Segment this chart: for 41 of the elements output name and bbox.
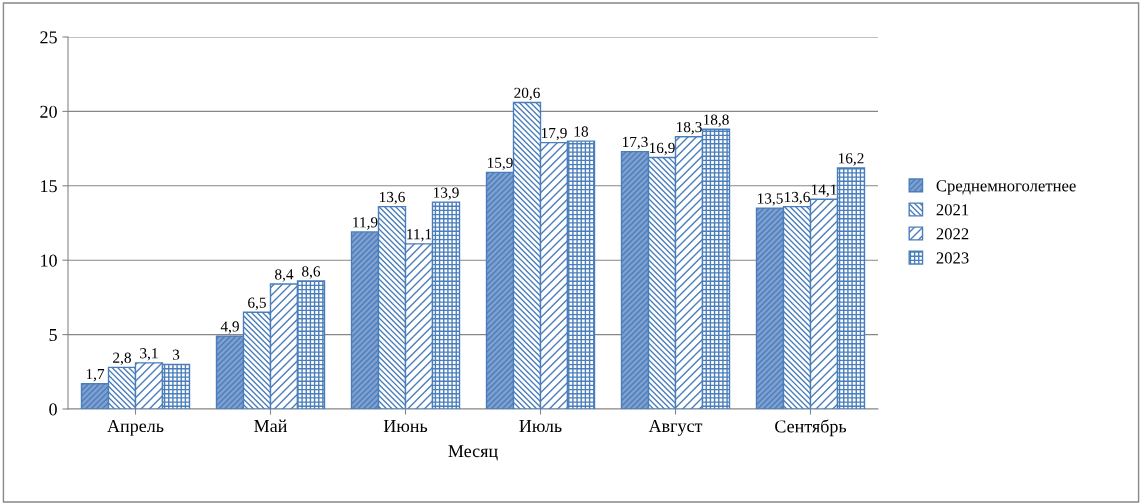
x-tick-label: Июль — [519, 420, 562, 433]
legend-label: 2023 — [936, 252, 969, 264]
data-label: 13,6 — [784, 191, 810, 205]
data-label: 6,5 — [248, 297, 266, 310]
data-label: 15,9 — [487, 157, 513, 171]
y-tick-label: 5 — [49, 329, 57, 342]
data-label: 16,9 — [649, 142, 675, 156]
x-tick-label: Август — [648, 419, 703, 436]
y-tick-label: 10 — [41, 254, 57, 267]
data-label: 14,1 — [811, 184, 837, 197]
legend-label: 2021 — [936, 204, 969, 216]
y-tick-label: 20 — [40, 105, 57, 118]
data-label: 16,2 — [838, 153, 864, 166]
data-label: 8,6 — [302, 266, 321, 279]
data-label: 13,6 — [379, 191, 405, 205]
data-label: 11,1 — [407, 229, 432, 242]
y-tick-label: 0 — [49, 403, 57, 416]
x-tick-label: Май — [254, 419, 287, 433]
x-tick-label: Июнь — [383, 420, 428, 433]
data-label: 8,4 — [275, 269, 294, 282]
data-label: 2,8 — [113, 352, 131, 366]
data-label: 3 — [172, 349, 180, 360]
data-label: 11,9 — [353, 217, 378, 230]
data-label: 18 — [574, 126, 589, 137]
data-label: 17,3 — [622, 136, 648, 150]
data-label: 17,9 — [541, 127, 567, 141]
data-label: 4,9 — [220, 321, 239, 334]
x-axis-title: Месяц — [448, 445, 498, 461]
data-label: 1,7 — [86, 368, 105, 382]
data-label: 18,3 — [676, 121, 702, 135]
y-tick-label: 15 — [41, 180, 57, 193]
x-tick-label: Апрель — [107, 420, 164, 436]
legend-label: Среднемноголетнее — [936, 180, 1076, 195]
data-label: 3,1 — [140, 348, 158, 361]
data-label: 13,9 — [433, 187, 459, 200]
data-label: 20,6 — [514, 87, 540, 101]
data-label: 18,8 — [703, 114, 729, 127]
x-tick-label: Сентябрь — [775, 419, 847, 437]
data-label: 13,5 — [757, 193, 783, 206]
y-tick-label: 25 — [40, 31, 57, 44]
legend-label: 2022 — [936, 228, 969, 240]
